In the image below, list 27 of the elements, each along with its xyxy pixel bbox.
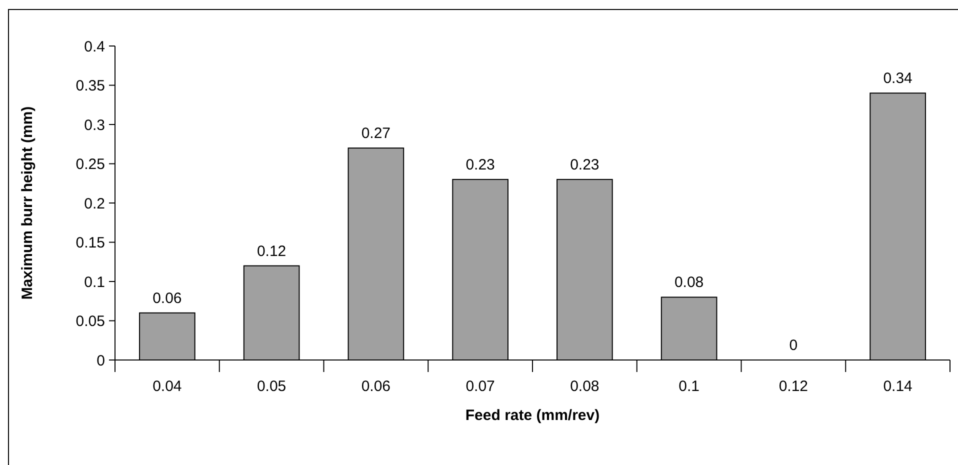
x-tick-label: 0.07 — [466, 378, 495, 395]
data-label: 0.12 — [256, 242, 286, 260]
data-label: 0.06 — [152, 290, 182, 307]
y-tick-label: 0.3 — [84, 116, 105, 134]
x-tick-label: 0.06 — [361, 378, 391, 395]
y-tick-label: 0.4 — [84, 38, 105, 56]
x-tick-label: 0.14 — [883, 378, 912, 395]
y-tick-label: 0.1 — [84, 274, 105, 291]
x-tick-label: 0.1 — [678, 378, 700, 395]
y-tick-label: 0.15 — [76, 234, 105, 252]
data-label: 0.27 — [361, 125, 391, 142]
y-tick-label: 0.35 — [76, 78, 105, 94]
x-tick-label: 0.04 — [152, 378, 182, 395]
data-label: 0.34 — [883, 70, 912, 88]
y-tick-label: 0.25 — [76, 156, 105, 173]
data-label: 0 — [789, 337, 798, 354]
y-tick-label: 0 — [96, 352, 105, 370]
x-tick-label: 0.12 — [778, 378, 808, 395]
x-tick-label: 0.08 — [570, 378, 600, 395]
x-tick-label: 0.05 — [256, 378, 286, 395]
data-label: 0.23 — [570, 156, 600, 174]
data-label: 0.08 — [674, 274, 704, 292]
y-axis-title: Maximum burr height (mm) — [19, 106, 36, 300]
x-axis-title: Feed rate (mm/rev) — [465, 407, 600, 424]
y-tick-label: 0.05 — [76, 313, 105, 330]
data-label: 0.23 — [466, 156, 495, 174]
y-tick-label: 0.2 — [84, 195, 105, 212]
